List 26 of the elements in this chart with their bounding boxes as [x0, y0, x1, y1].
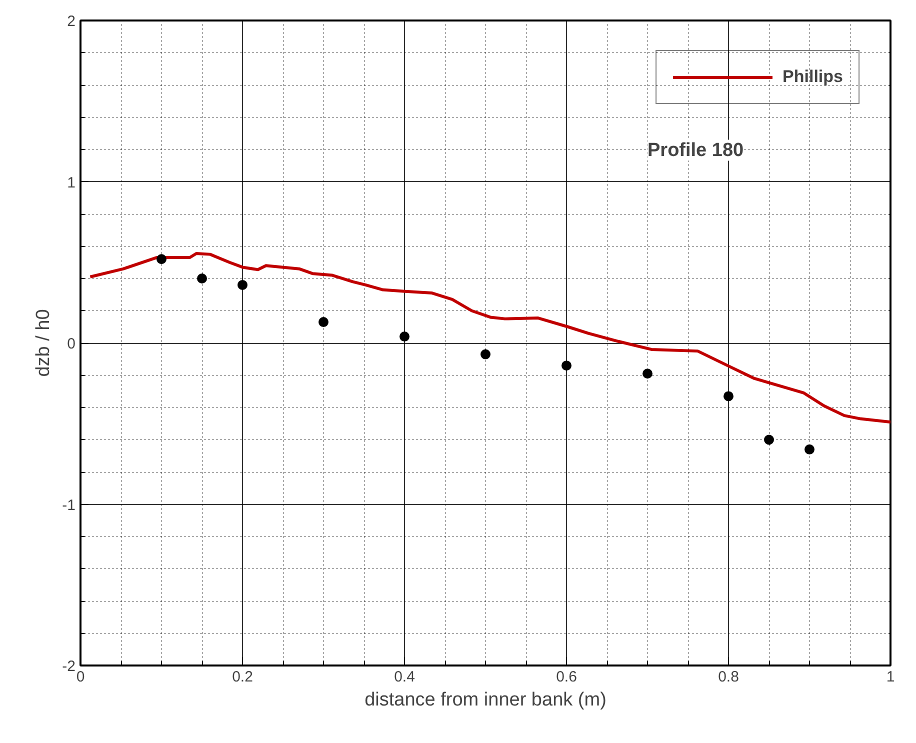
point [156, 254, 166, 264]
point [197, 274, 207, 284]
point [764, 434, 774, 445]
point [318, 317, 328, 328]
y-tick-label: -2 [62, 658, 76, 675]
y-tick-label: 0 [67, 336, 76, 352]
line-series [88, 252, 890, 424]
x-axis-title: distance from inner bank (m) [364, 690, 606, 710]
point [804, 444, 814, 454]
x-tick-label: 0.6 [556, 668, 577, 686]
x-tick-label: 0.8 [718, 668, 739, 686]
point [238, 280, 248, 290]
y-axis-title: dzb / h0 [33, 309, 54, 377]
y-tick-label: 1 [67, 174, 76, 192]
point [724, 391, 734, 402]
point [480, 349, 490, 360]
x-tick-label: 0.2 [232, 668, 253, 686]
text: Phillips [782, 67, 843, 87]
x-tick-label: 0.4 [394, 668, 415, 686]
y-tick-label: -1 [62, 496, 76, 514]
point [400, 332, 410, 342]
annotation: Profile 180 [648, 140, 744, 161]
point [642, 368, 652, 379]
y-tick-label: 2 [67, 13, 76, 30]
x-tick-label: 1 [886, 668, 895, 686]
point [562, 360, 572, 371]
